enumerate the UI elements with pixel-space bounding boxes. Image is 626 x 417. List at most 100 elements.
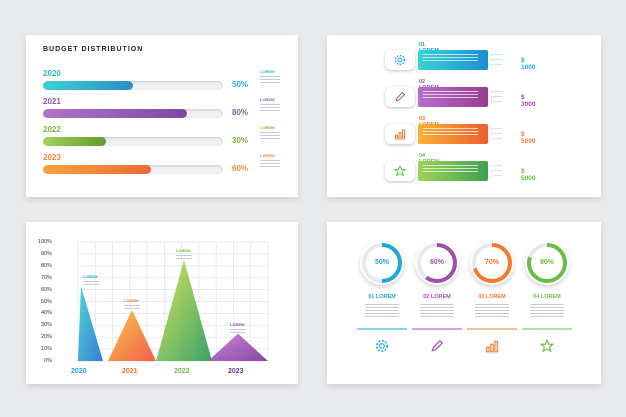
chart-annotation: LOREM: [230, 322, 246, 335]
progress-ring: 50%: [360, 241, 404, 285]
budget-row-2023: 2023 60% LOREM: [43, 153, 293, 174]
y-tick-label: 20%: [40, 334, 52, 341]
budget-fill: [43, 137, 106, 146]
area-peak-2023: [208, 333, 268, 361]
placeholder-lines: [260, 102, 280, 113]
budget-row-2022: 2022 30% LOREM: [43, 125, 293, 146]
budget-row-2021: 2021 80% LOREM: [43, 97, 293, 118]
x-tick-label: 2020: [71, 368, 87, 375]
placeholder-lines: [124, 304, 140, 309]
rings-row: 50% 01 LOREM 60% 02 LOREM 70% 03 LOREM: [357, 241, 597, 381]
step-band: [418, 50, 488, 70]
step-band: [418, 161, 488, 181]
gear-icon: [385, 50, 415, 70]
step-amount: $ 1000: [521, 57, 536, 71]
ring-percent: 70%: [484, 259, 499, 266]
steps-panel: 01 LOREM • ───• ───• ─── $ 1000 02 LOREM…: [327, 35, 601, 197]
chart-panel: 100% 90% 80% 70% 60% 50% 40% 30% 20% 10% 0% LOREM L…: [26, 222, 298, 384]
x-tick-label: 2021: [122, 368, 138, 375]
placeholder-lines: [260, 74, 280, 85]
x-tick-label: 2023: [228, 368, 244, 375]
step-amount: $ 5000: [521, 168, 536, 182]
y-tick-label: 60%: [40, 286, 52, 293]
chart-annotation-label: LOREM: [124, 297, 139, 303]
budget-track: [43, 165, 223, 174]
step-band: [418, 87, 488, 107]
placeholder-lines: [176, 254, 192, 259]
placeholder-lines: [475, 302, 509, 319]
ring-title: 03 LOREM: [478, 294, 506, 300]
progress-ring: 80%: [525, 241, 569, 285]
area-peak-2022: [156, 259, 212, 361]
budget-label: LOREM: [260, 125, 275, 130]
placeholder-lines: [260, 130, 280, 141]
bullet-list: • ─── • ─── • ───: [491, 163, 503, 178]
budget-fill: [43, 81, 133, 90]
y-tick-label: 30%: [40, 322, 52, 329]
ring-percent: 60%: [429, 259, 444, 266]
placeholder-lines: [83, 281, 99, 286]
placeholder-lines: [260, 158, 280, 169]
budget-label: LOREM: [260, 97, 275, 102]
ring-percent: 50%: [374, 259, 389, 266]
bullet-list: • ─── • ─── • ───: [491, 89, 503, 104]
y-tick-label: 90%: [40, 250, 52, 257]
steps-list: 01 LOREM • ───• ───• ─── $ 1000 02 LOREM…: [327, 35, 601, 197]
chart-annotation: LOREM: [176, 248, 192, 261]
chart-annotation: LOREM: [83, 274, 99, 287]
budget-year: 2021: [43, 97, 61, 106]
budget-percent: 80%: [232, 108, 249, 117]
y-tick-label: 10%: [40, 346, 52, 353]
divider: [412, 328, 462, 330]
chart-annotation-label: LOREM: [83, 274, 98, 280]
chart-annotation-label: LOREM: [230, 321, 245, 327]
placeholder-lines: [365, 302, 399, 319]
divider: [467, 328, 517, 330]
area-peak-2020: [78, 286, 103, 361]
budget-label: LOREM: [260, 153, 275, 158]
area-marks: [78, 259, 268, 361]
step-band: [418, 124, 488, 144]
area-chart: [77, 241, 269, 362]
bullet-list: • ─── • ─── • ───: [491, 126, 503, 141]
budget-title: BUDGET DISTRIBUTION: [43, 46, 144, 53]
progress-ring: 60%: [415, 241, 459, 285]
area-peak-2021: [108, 309, 156, 361]
budget-fill: [43, 109, 187, 118]
budget-year: 2023: [43, 153, 61, 162]
divider: [357, 328, 407, 330]
budget-percent: 50%: [232, 80, 249, 89]
y-tick-label: 80%: [40, 262, 52, 269]
budget-track: [43, 137, 223, 146]
bullet-list: • ─── • ─── • ───: [491, 52, 503, 67]
y-tick-label: 70%: [40, 274, 52, 281]
step-amount: $ 5000: [521, 131, 536, 145]
ring-title: 04 LOREM: [533, 294, 561, 300]
placeholder-lines: [420, 302, 454, 319]
budget-distribution-panel: BUDGET DISTRIBUTION 2020 50% LOREM 2021 …: [26, 35, 298, 197]
divider: [522, 328, 572, 330]
budget-track: [43, 81, 223, 90]
placeholder-lines: [530, 302, 564, 319]
budget-label: LOREM: [260, 69, 275, 74]
star-icon: [385, 161, 415, 181]
budget-track: [43, 109, 223, 118]
gear-icon: [375, 339, 389, 353]
y-tick-label: 0%: [44, 358, 52, 364]
bar-chart-icon: [385, 124, 415, 144]
pen-icon: [431, 339, 444, 352]
chart-annotation: LOREM: [124, 298, 140, 311]
bar-chart-icon: [486, 340, 498, 353]
y-tick-label: 50%: [40, 298, 52, 305]
ring-title: 02 LOREM: [423, 294, 451, 300]
ring-title: 01 LOREM: [368, 294, 396, 300]
ring-percent: 80%: [539, 259, 554, 266]
rings-panel: 50% 01 LOREM 60% 02 LOREM 70% 03 LOREM: [327, 222, 601, 384]
budget-year: 2020: [43, 69, 61, 78]
budget-row-2020: 2020 50% LOREM: [43, 69, 293, 90]
x-tick-label: 2022: [174, 368, 190, 375]
budget-year: 2022: [43, 125, 61, 134]
progress-ring: 70%: [470, 241, 514, 285]
star-icon: [540, 339, 554, 353]
placeholder-lines: [230, 328, 246, 333]
